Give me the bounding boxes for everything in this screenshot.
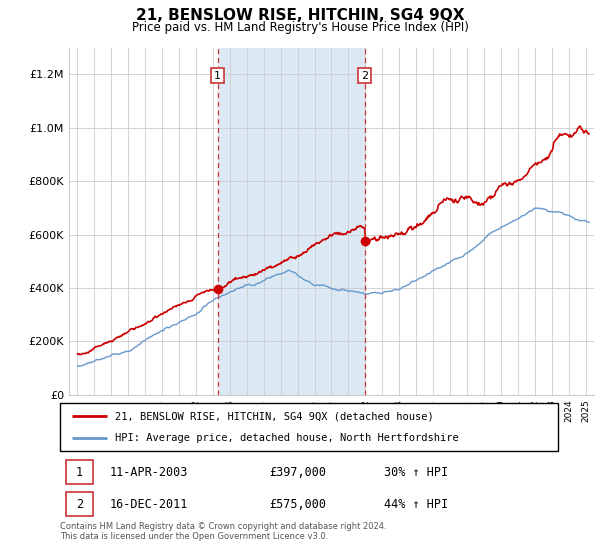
Text: 2: 2 xyxy=(76,498,83,511)
Text: 1: 1 xyxy=(76,466,83,479)
Text: 21, BENSLOW RISE, HITCHIN, SG4 9QX (detached house): 21, BENSLOW RISE, HITCHIN, SG4 9QX (deta… xyxy=(115,411,434,421)
FancyBboxPatch shape xyxy=(60,403,558,451)
Text: £397,000: £397,000 xyxy=(269,466,326,479)
Text: 11-APR-2003: 11-APR-2003 xyxy=(110,466,188,479)
FancyBboxPatch shape xyxy=(66,492,94,516)
Text: £575,000: £575,000 xyxy=(269,498,326,511)
Text: 2: 2 xyxy=(361,71,368,81)
Bar xyxy=(218,48,365,395)
Text: Contains HM Land Registry data © Crown copyright and database right 2024.
This d: Contains HM Land Registry data © Crown c… xyxy=(60,522,386,542)
Text: Price paid vs. HM Land Registry's House Price Index (HPI): Price paid vs. HM Land Registry's House … xyxy=(131,21,469,34)
Text: 1: 1 xyxy=(214,71,221,81)
Text: 21, BENSLOW RISE, HITCHIN, SG4 9QX: 21, BENSLOW RISE, HITCHIN, SG4 9QX xyxy=(136,8,464,24)
FancyBboxPatch shape xyxy=(66,460,94,484)
Text: 30% ↑ HPI: 30% ↑ HPI xyxy=(384,466,448,479)
Text: 16-DEC-2011: 16-DEC-2011 xyxy=(110,498,188,511)
Text: HPI: Average price, detached house, North Hertfordshire: HPI: Average price, detached house, Nort… xyxy=(115,433,458,443)
Text: 44% ↑ HPI: 44% ↑ HPI xyxy=(384,498,448,511)
